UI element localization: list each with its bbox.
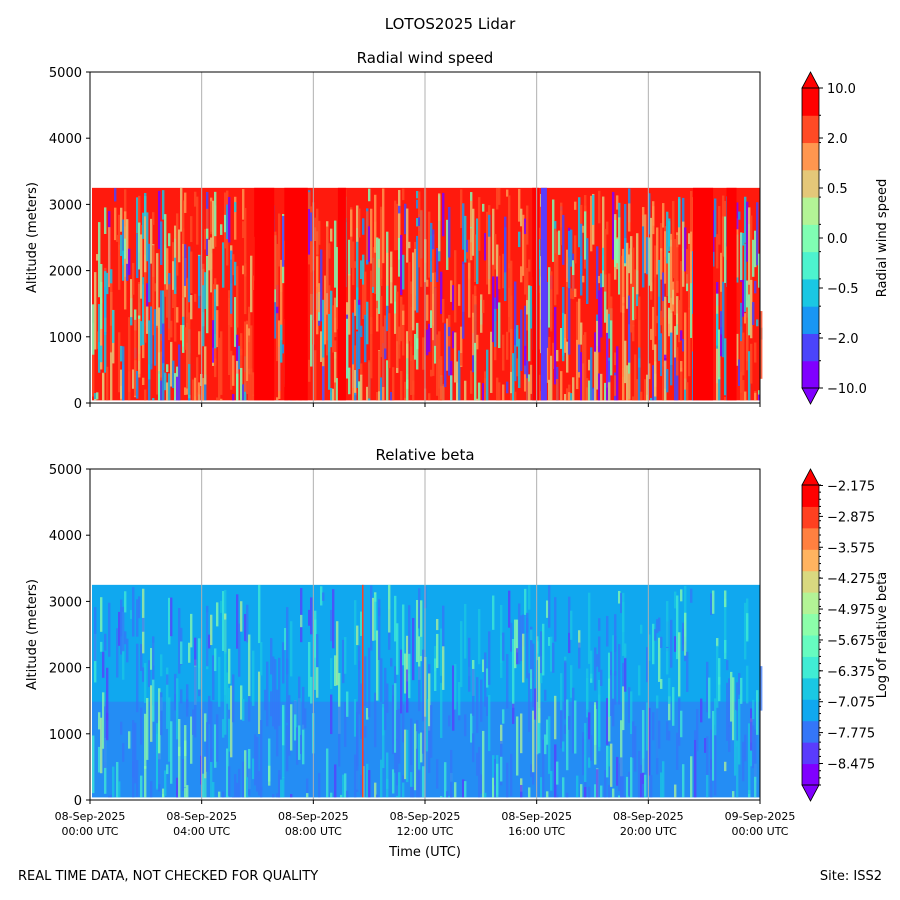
colorbar-segment	[802, 763, 819, 786]
x-tick-label: 08-Sep-2025 00:00 UTC	[55, 810, 126, 838]
colorbar-tick-label: −7.775	[827, 727, 875, 742]
heatmap-field	[92, 187, 763, 401]
colorbar-segment	[802, 169, 819, 198]
colorbar-label: Log of relative beta	[875, 572, 890, 699]
colorbar-tick-label: −4.275	[827, 572, 875, 587]
colorbar-segment	[802, 224, 819, 253]
colorbar-segment	[802, 142, 819, 171]
x-tick-label: 08-Sep-2025 20:00 UTC	[613, 810, 684, 838]
y-tick-label: 2000	[49, 265, 82, 280]
colorbar-segment	[802, 278, 819, 307]
svg-text:08-Sep-2025: 08-Sep-2025	[613, 810, 684, 823]
colorbar-segment	[802, 549, 819, 572]
colorbar-extend-min	[801, 387, 820, 405]
panel-title: Radial wind speed	[357, 49, 494, 67]
colorbar-segment	[802, 115, 819, 144]
axes-frame	[89, 468, 761, 801]
colorbar-segment	[802, 197, 819, 225]
colorbar-segment	[802, 699, 819, 722]
colorbar-tick-label: −6.375	[827, 665, 875, 680]
y-tick-label: 4000	[49, 529, 82, 544]
svg-text:00:00 UTC: 00:00 UTC	[61, 825, 118, 838]
colorbar-tick-label: −0.5	[827, 282, 859, 297]
svg-text:08-Sep-2025: 08-Sep-2025	[278, 810, 349, 823]
x-tick-label: 08-Sep-2025 16:00 UTC	[501, 810, 572, 838]
colorbar-segment	[802, 742, 819, 765]
colorbar-label: Radial wind speed	[875, 179, 890, 297]
colorbar-segment	[802, 592, 819, 615]
colorbar-segment	[802, 306, 819, 334]
colorbar: −2.175 −2.875 −3.575 −4.275 −4.975 −5.675 −6.3…	[801, 468, 890, 802]
colorbar-extend-max	[801, 71, 820, 89]
svg-text:04:00 UTC: 04:00 UTC	[173, 825, 230, 838]
colorbar-tick-label: −7.075	[827, 696, 875, 711]
colorbar-tick-label: −2.875	[827, 510, 875, 525]
x-tick-label: 08-Sep-2025 04:00 UTC	[166, 810, 237, 838]
svg-text:20:00 UTC: 20:00 UTC	[620, 825, 677, 838]
svg-text:00:00 UTC: 00:00 UTC	[731, 825, 788, 838]
y-tick-label: 1000	[49, 728, 82, 743]
colorbar-segment	[802, 677, 819, 700]
colorbar-tick-label: −10.0	[827, 382, 867, 397]
colorbar-tick-label: −4.975	[827, 603, 875, 618]
x-tick-label: 09-Sep-2025 00:00 UTC	[725, 810, 796, 838]
svg-text:08-Sep-2025: 08-Sep-2025	[390, 810, 461, 823]
colorbar-segment	[802, 360, 819, 389]
colorbar-tick-label: −2.175	[827, 480, 875, 495]
red-spike	[362, 584, 364, 798]
y-tick-label: 2000	[49, 662, 82, 677]
y-axis-label: Altitude (meters)	[25, 579, 40, 690]
colorbar-tick-label: −2.0	[827, 332, 859, 347]
site-label: Site: ISS2	[819, 869, 882, 884]
colorbar-tick-label: 0.0	[827, 232, 848, 247]
colorbar-segment	[802, 506, 819, 529]
colorbar-tick-label: −5.675	[827, 634, 875, 649]
y-tick-label: 1000	[49, 331, 82, 346]
colorbar-segment	[802, 635, 819, 657]
svg-text:09-Sep-2025: 09-Sep-2025	[725, 810, 796, 823]
heatmap-field	[92, 584, 763, 798]
radial-wind-panel: Radial wind speed 0 1000 2000 3000 4000 5000 Al…	[25, 49, 890, 412]
colorbar-tick-label: −3.575	[827, 541, 875, 556]
y-tick-label: 4000	[49, 132, 82, 147]
x-axis-label: Time (UTC)	[388, 845, 461, 860]
colorbar-segment	[802, 527, 819, 550]
svg-text:08-Sep-2025: 08-Sep-2025	[55, 810, 126, 823]
y-tick-label: 5000	[49, 463, 82, 478]
svg-text:12:00 UTC: 12:00 UTC	[396, 825, 453, 838]
y-tick-label: 3000	[49, 198, 82, 213]
figure-title: LOTOS2025 Lidar	[384, 15, 516, 33]
colorbar: −10.0 −2.0 −0.5 0.0 0.5 2.0 10.0 Radial wind sp…	[801, 71, 890, 405]
colorbar-tick-label: 0.5	[827, 182, 848, 197]
colorbar-segment	[802, 720, 819, 743]
x-tick-label: 08-Sep-2025 08:00 UTC	[278, 810, 349, 838]
svg-text:08-Sep-2025: 08-Sep-2025	[501, 810, 572, 823]
y-tick-label: 0	[74, 397, 82, 412]
colorbar-segment	[802, 613, 819, 636]
panel-title: Relative beta	[375, 446, 474, 464]
colorbar-extend-max	[801, 468, 820, 486]
y-tick-label: 3000	[49, 595, 82, 610]
colorbar-segment	[802, 656, 819, 679]
colorbar-tick-label: 2.0	[827, 132, 848, 147]
colorbar-segment	[802, 333, 819, 362]
quality-disclaimer: REAL TIME DATA, NOT CHECKED FOR QUALITY	[18, 869, 319, 884]
svg-text:08:00 UTC: 08:00 UTC	[285, 825, 342, 838]
colorbar-segment	[802, 570, 819, 593]
y-axis-label: Altitude (meters)	[25, 182, 40, 293]
y-tick-label: 0	[74, 794, 82, 809]
colorbar-segment	[802, 485, 819, 507]
svg-text:16:00 UTC: 16:00 UTC	[508, 825, 565, 838]
svg-text:08-Sep-2025: 08-Sep-2025	[166, 810, 237, 823]
axes-frame	[89, 71, 761, 404]
x-tick-label: 08-Sep-2025 12:00 UTC	[390, 810, 461, 838]
y-tick-label: 5000	[49, 66, 82, 81]
colorbar-extend-min	[801, 784, 820, 802]
colorbar-segment	[802, 88, 819, 116]
colorbar-tick-label: −8.475	[827, 758, 875, 773]
colorbar-segment	[802, 251, 819, 280]
colorbar-tick-label: 10.0	[827, 82, 856, 97]
